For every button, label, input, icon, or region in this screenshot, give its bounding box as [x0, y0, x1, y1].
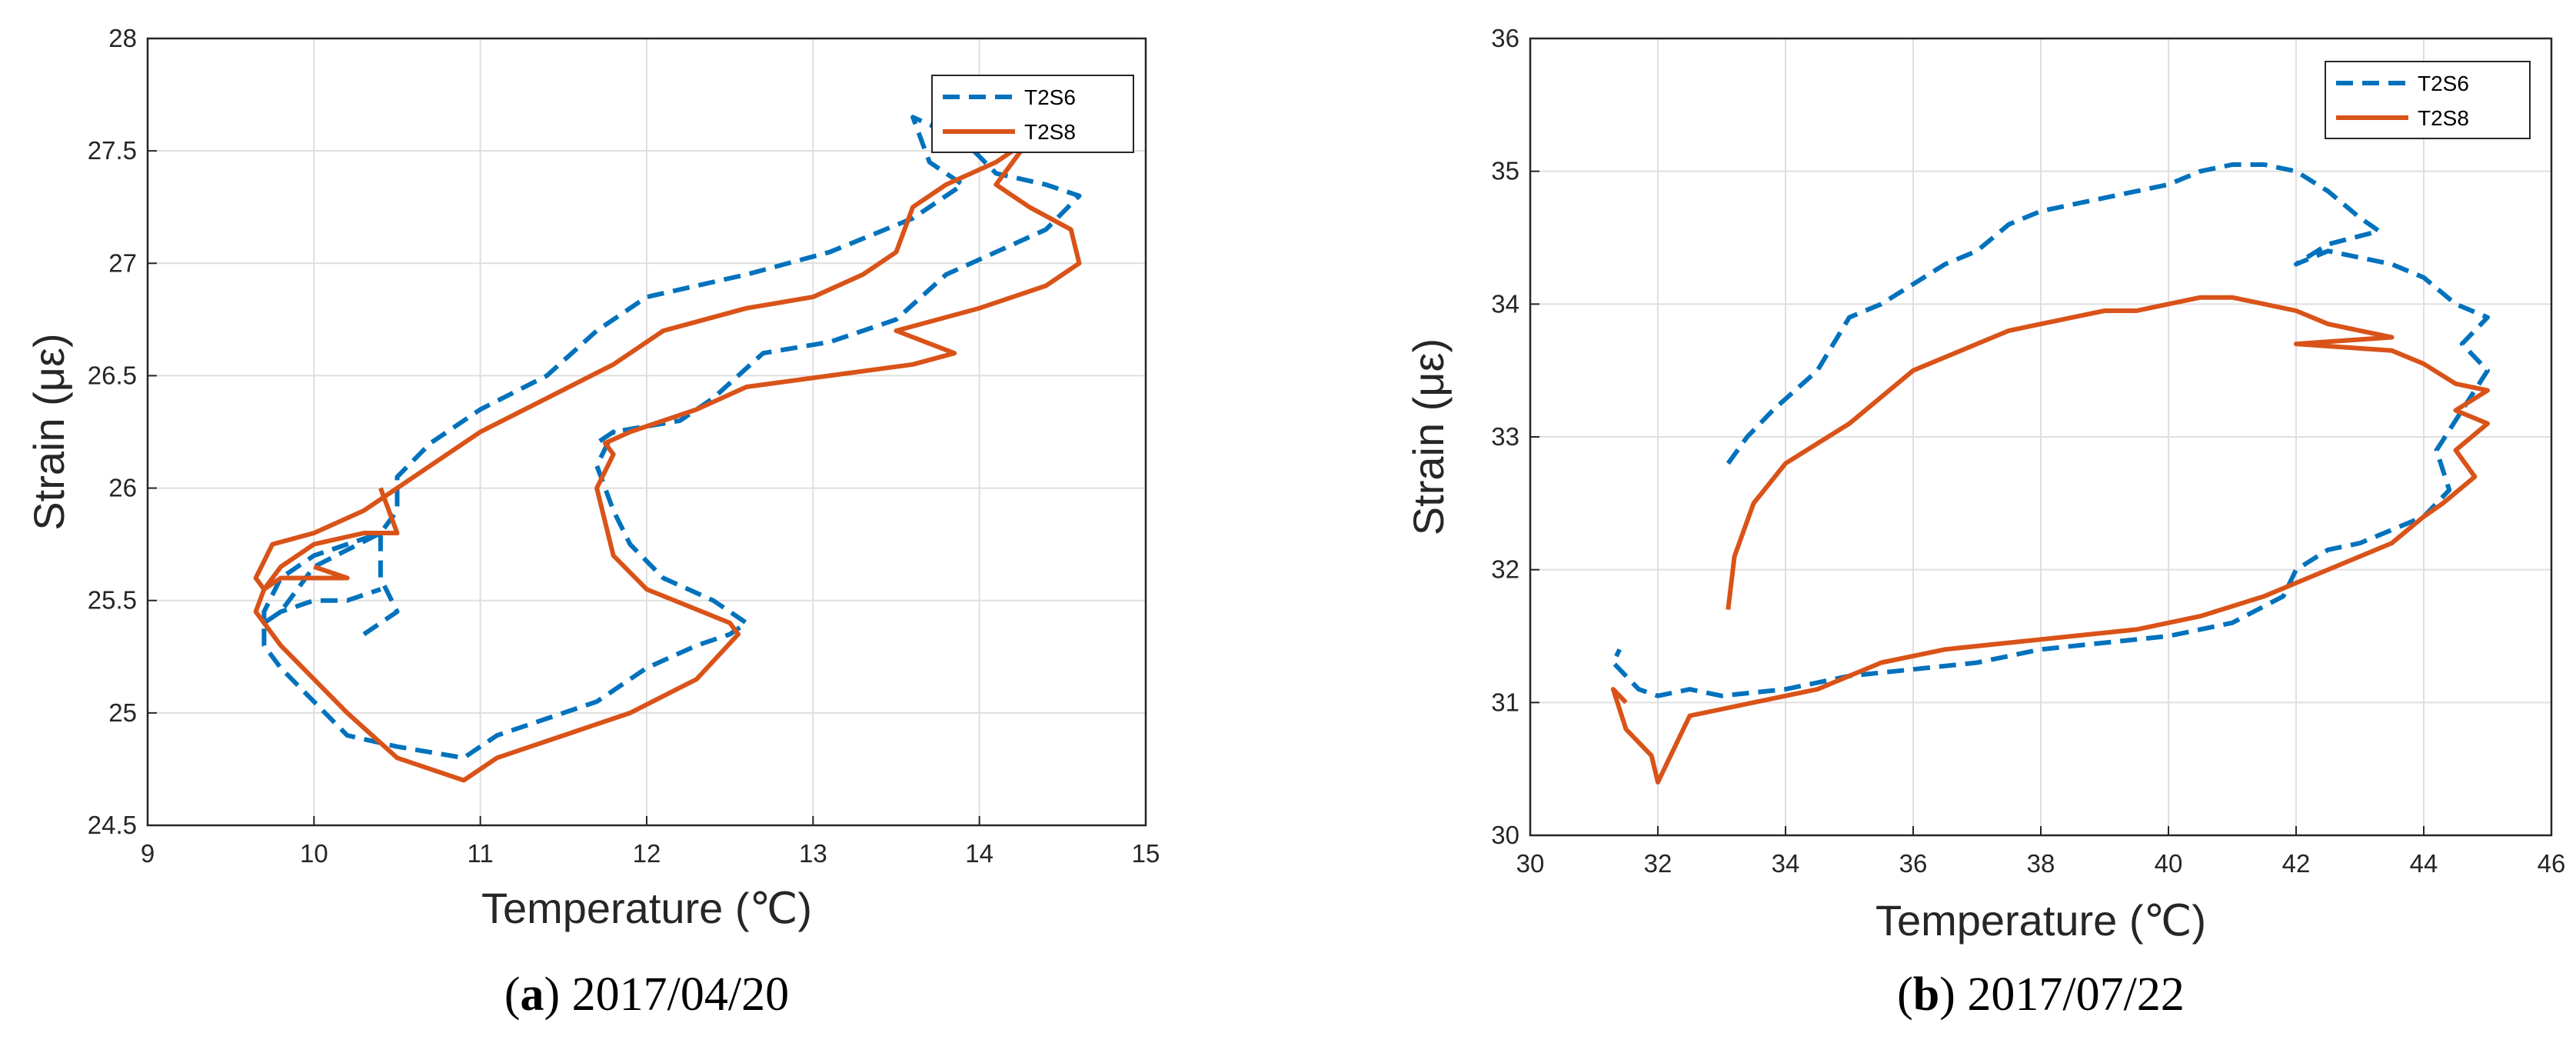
legend-box — [2325, 61, 2531, 139]
y-tick-label: 25.5 — [88, 586, 137, 615]
caption-date: 2017/04/20 — [572, 968, 789, 1021]
panel-caption: (b) 2017/07/22 — [1897, 968, 2185, 1021]
y-tick-label: 26.5 — [88, 361, 137, 389]
y-tick-label: 27 — [108, 248, 137, 277]
y-tick-label: 32 — [1491, 555, 1519, 584]
x-tick-label: 36 — [1899, 849, 1928, 878]
y-tick-label: 27.5 — [88, 136, 137, 165]
x-tick-label: 32 — [1644, 849, 1672, 878]
y-axis-label: Strain (με) — [25, 333, 73, 530]
x-tick-label: 9 — [141, 839, 155, 868]
series-line-t2s8 — [253, 137, 1082, 783]
legend: T2S6 T2S8 — [931, 75, 1134, 153]
x-tick-label: 10 — [300, 839, 328, 868]
y-tick-label: 24.5 — [88, 811, 137, 839]
caption-letter: a — [521, 968, 544, 1021]
y-tick-label: 26 — [108, 474, 137, 502]
x-tick-label: 12 — [633, 839, 661, 868]
legend-label-t2s8: T2S8 — [1024, 120, 1076, 144]
y-tick-label: 31 — [1491, 688, 1519, 716]
y-tick-label: 34 — [1491, 289, 1519, 318]
caption-paren-open: ( — [504, 968, 521, 1021]
x-axis-label: Temperature (℃) — [1875, 896, 2206, 945]
y-tick-label: 25 — [108, 698, 137, 727]
axes-box — [146, 37, 1147, 827]
caption-paren-close: ) — [544, 968, 572, 1021]
x-tick-label: 38 — [2027, 849, 2055, 878]
legend: T2S6 T2S8 — [2325, 61, 2531, 139]
x-axis-label: Temperature (℃) — [481, 884, 812, 932]
y-tick-label: 28 — [108, 24, 137, 52]
legend-label-t2s8: T2S8 — [2418, 106, 2469, 130]
chart-panel-a: 9 10 11 12 13 14 15 24.5 25 25.5 26 26.5 27 27.5 28 Tem… — [25, 24, 1160, 932]
x-tick-label: 46 — [2538, 849, 2566, 878]
x-tick-label: 44 — [2410, 849, 2438, 878]
series-line-t2s6 — [261, 115, 1082, 761]
y-tick-label: 35 — [1491, 157, 1519, 185]
series-line-t2s8 — [1610, 295, 2490, 785]
x-tick-label: 15 — [1132, 839, 1160, 868]
axes-box — [1529, 37, 2553, 837]
x-tick-label: 14 — [965, 839, 993, 868]
y-axis-label: Strain (με) — [1404, 338, 1453, 535]
x-tick-label: 40 — [2155, 849, 2183, 878]
chart-panel-b: 30 32 34 36 38 40 42 44 46 30 31 32 33 34 35 36 Temperat… — [1404, 24, 2566, 945]
y-tick-label: 36 — [1491, 24, 1519, 52]
series-line-t2s6 — [1610, 162, 2490, 698]
x-tick-label: 30 — [1516, 849, 1545, 878]
x-tick-label: 11 — [468, 839, 494, 868]
legend-label-t2s6: T2S6 — [2418, 72, 2469, 95]
caption-date: 2017/07/22 — [1967, 968, 2184, 1021]
y-tick-label: 33 — [1491, 422, 1519, 451]
caption-paren-open: ( — [1897, 968, 1913, 1021]
x-tick-label: 13 — [799, 839, 827, 868]
legend-label-t2s6: T2S6 — [1024, 85, 1076, 109]
x-tick-label: 34 — [1772, 849, 1800, 878]
caption-paren-close: ) — [1939, 968, 1967, 1021]
caption-letter: b — [1913, 968, 1939, 1021]
x-tick-label: 42 — [2282, 849, 2311, 878]
legend-box — [931, 75, 1134, 153]
panel-caption: (a) 2017/04/20 — [504, 968, 789, 1021]
y-tick-label: 30 — [1491, 821, 1519, 849]
